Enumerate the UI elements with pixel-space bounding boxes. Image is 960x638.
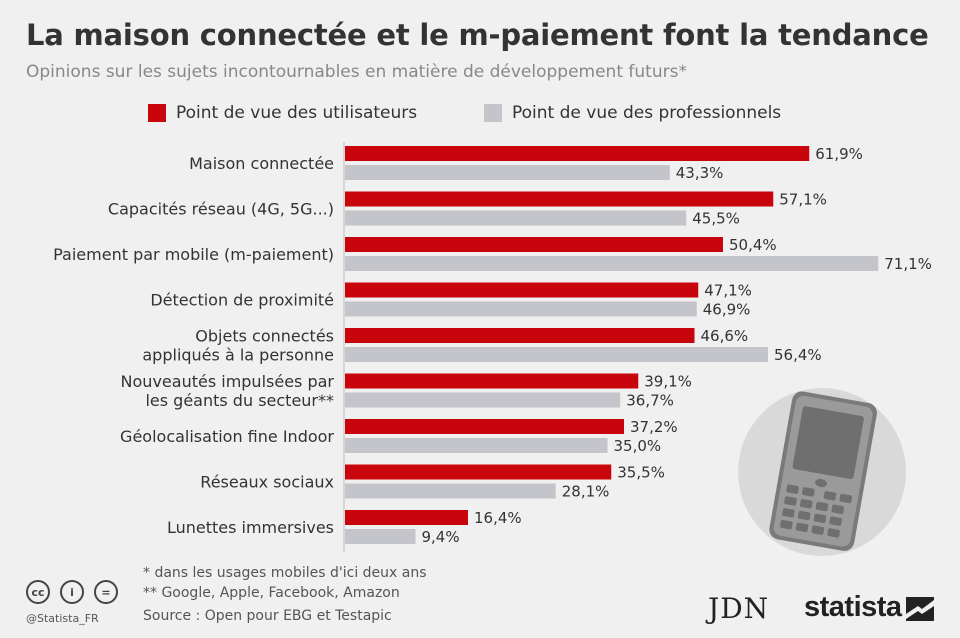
footnote-gafa: ** Google, Apple, Facebook, Amazon bbox=[143, 585, 400, 601]
legend-professionals: Point de vue des professionnels bbox=[484, 102, 781, 124]
bar-users bbox=[345, 282, 699, 298]
data-label: 43,3% bbox=[676, 164, 724, 182]
attribution-icon: i bbox=[60, 580, 84, 604]
statista-logo-icon bbox=[906, 597, 934, 621]
bar-users bbox=[345, 328, 695, 343]
source-note: Source : Open pour EBG et Testapic bbox=[143, 608, 392, 624]
legend-users: Point de vue des utilisateurs bbox=[148, 102, 417, 124]
no-derivatives-icon: = bbox=[94, 580, 118, 604]
data-label: 57,1% bbox=[779, 191, 827, 209]
category-label: Lunettes immersives bbox=[167, 518, 334, 537]
legend-label-professionals: Point de vue des professionnels bbox=[512, 103, 782, 123]
bar-chart: Maison connectée 61,9% 43,3% Capacités rése… bbox=[53, 142, 932, 552]
data-label: 37,2% bbox=[630, 418, 678, 436]
bar-users bbox=[345, 237, 723, 252]
legend-label-users: Point de vue des utilisateurs bbox=[176, 103, 418, 123]
category-label: Géolocalisation fine Indoor bbox=[120, 427, 334, 446]
creative-commons-icon: cc bbox=[26, 580, 50, 604]
data-label: 9,4% bbox=[422, 528, 460, 546]
category-label: Paiement par mobile (m-paiement) bbox=[53, 245, 334, 264]
data-label: 61,9% bbox=[815, 145, 863, 163]
category-label: appliqués à la personne bbox=[142, 346, 334, 365]
data-label: 39,1% bbox=[644, 373, 692, 391]
chart-subtitle: Opinions sur les sujets incontournables … bbox=[26, 62, 687, 82]
category-label: Réseaux sociaux bbox=[200, 473, 334, 492]
bar-professionals bbox=[345, 392, 621, 408]
data-label: 36,7% bbox=[626, 392, 674, 410]
data-label: 46,6% bbox=[701, 327, 749, 345]
bar-professionals bbox=[345, 165, 670, 180]
data-label: 28,1% bbox=[562, 483, 610, 501]
bar-users bbox=[345, 464, 612, 480]
bar-professionals bbox=[345, 301, 697, 317]
bar-professionals bbox=[345, 529, 416, 544]
data-label: 35,0% bbox=[614, 437, 662, 455]
jdn-logo: JDN bbox=[708, 592, 770, 625]
legend-swatch-professionals bbox=[484, 104, 502, 122]
category-label: les géants du secteur** bbox=[145, 391, 334, 410]
bar-professionals bbox=[345, 256, 879, 271]
data-label: 50,4% bbox=[729, 236, 777, 254]
bar-professionals bbox=[345, 483, 556, 499]
data-label: 47,1% bbox=[704, 282, 752, 300]
legend-swatch-users bbox=[148, 104, 166, 122]
bar-users bbox=[345, 373, 639, 389]
bar-professionals bbox=[345, 210, 687, 226]
category-label: Objets connectés bbox=[195, 327, 334, 346]
data-label: 46,9% bbox=[703, 301, 751, 319]
bar-users bbox=[345, 510, 468, 525]
bar-users bbox=[345, 191, 774, 207]
data-label: 71,1% bbox=[884, 255, 932, 273]
data-label: 35,5% bbox=[617, 464, 665, 482]
category-label: Capacités réseau (4G, 5G...) bbox=[108, 200, 334, 219]
data-label: 16,4% bbox=[474, 509, 522, 527]
mobile-phone-icon bbox=[738, 388, 906, 556]
data-label: 56,4% bbox=[774, 346, 822, 364]
data-label: 45,5% bbox=[692, 210, 740, 228]
category-label: Détection de proximité bbox=[150, 291, 334, 310]
bar-professionals bbox=[345, 347, 768, 362]
category-label: Nouveautés impulsées par bbox=[121, 372, 335, 391]
statista-handle: @Statista_FR bbox=[26, 612, 99, 625]
bar-users bbox=[345, 419, 624, 434]
bar-professionals bbox=[345, 438, 608, 453]
chart-title: La maison connectée et le m-paiement fon… bbox=[26, 18, 929, 52]
statista-logo: statista bbox=[804, 591, 902, 623]
bar-users bbox=[345, 146, 810, 161]
category-label: Maison connectée bbox=[189, 154, 334, 173]
footnote-mobile-usage: * dans les usages mobiles d'ici deux ans bbox=[143, 565, 427, 581]
